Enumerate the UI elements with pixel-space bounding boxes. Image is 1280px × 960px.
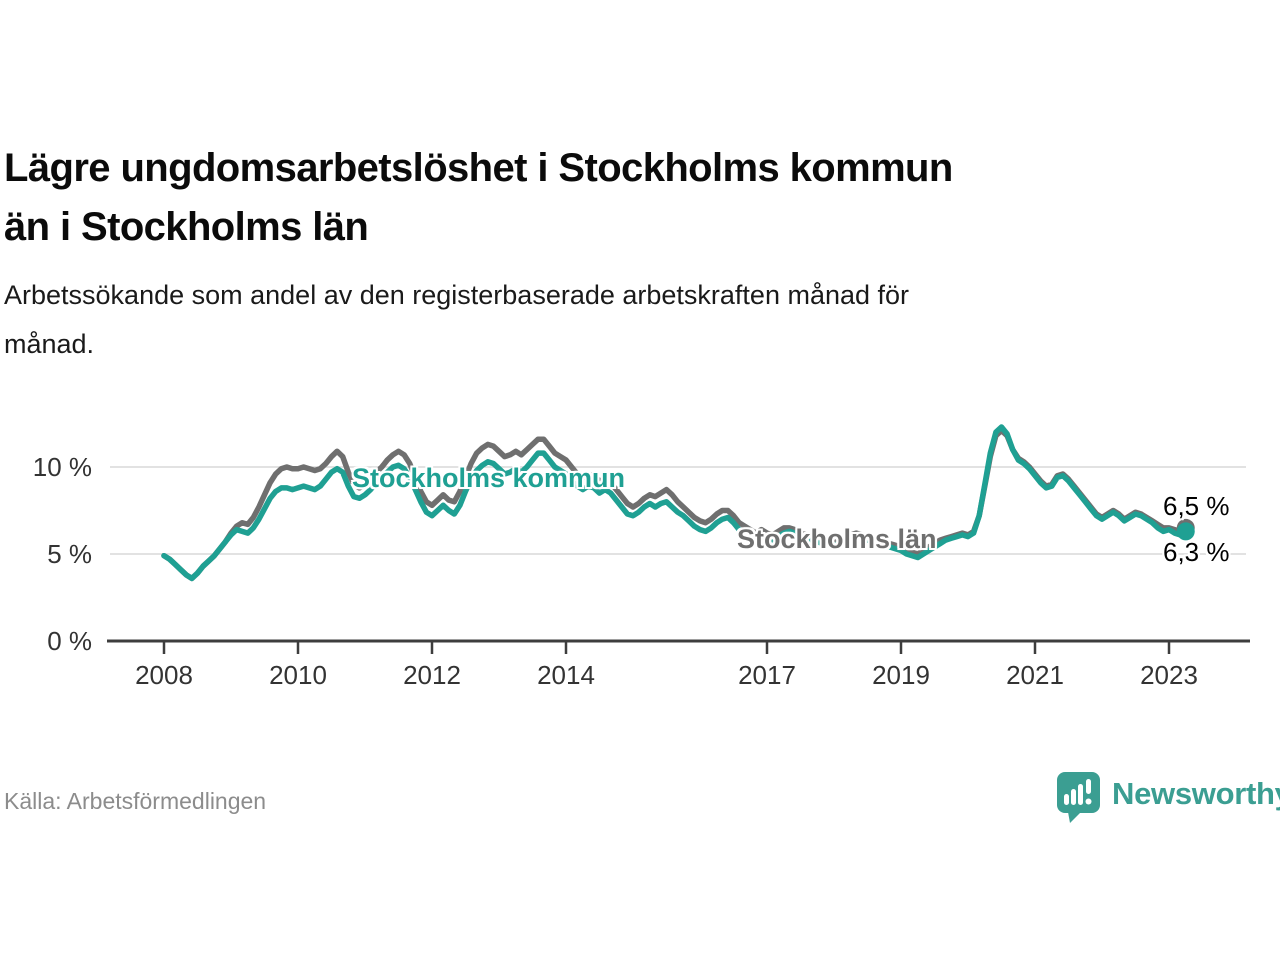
series-line-lan	[161, 427, 1189, 582]
page-title: Lägre ungdomsarbetslöshet i Stockholms k…	[4, 146, 953, 190]
end-value-label-lan: 6,5 %	[1163, 491, 1230, 521]
x-tick-label: 2010	[269, 660, 327, 690]
chart-subtitle: Arbetssökande som andel av den registerb…	[4, 280, 910, 310]
x-tick-label: 2023	[1140, 660, 1198, 690]
series-end-dot-kommun	[1176, 522, 1195, 541]
x-tick-label: 2008	[135, 660, 193, 690]
x-tick-label: 2012	[403, 660, 461, 690]
newsworthy-logo: Newsworthy	[1056, 770, 1280, 824]
end-value-label-kommun: 6,3 %	[1163, 537, 1230, 567]
newsworthy-logo-text: Newsworthy	[1112, 776, 1280, 811]
y-tick-label: 5 %	[47, 539, 92, 569]
newsworthy-logo-icon	[1057, 772, 1100, 823]
chart-subtitle-line2: månad.	[4, 329, 95, 359]
x-tick-label: 2021	[1006, 660, 1064, 690]
series-label-stockholms-kommun: Stockholms kommun	[352, 463, 626, 493]
x-tick-label: 2014	[537, 660, 595, 690]
x-tick-label: 2017	[738, 660, 796, 690]
series-line-kommun	[161, 424, 1189, 582]
source-note: Källa: Arbetsförmedlingen	[4, 788, 267, 814]
x-tick-label: 2019	[872, 660, 930, 690]
y-tick-label: 0 %	[47, 626, 92, 656]
y-tick-label: 10 %	[33, 452, 92, 482]
series-label-stockholms-lan: Stockholms län	[737, 524, 937, 554]
page-title-line2: än i Stockholms län	[4, 205, 369, 249]
